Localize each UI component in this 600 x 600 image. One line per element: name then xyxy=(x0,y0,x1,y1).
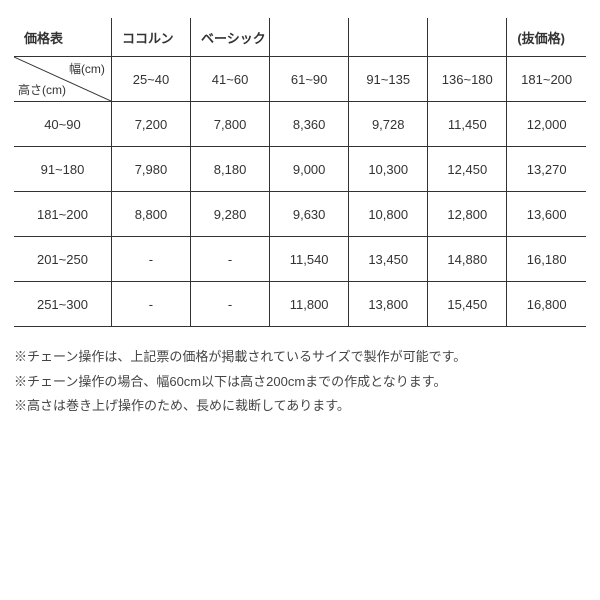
width-row: 幅(cm) 高さ(cm) 25~40 41~60 61~90 91~135 13… xyxy=(14,57,586,102)
price-cell: 11,540 xyxy=(270,237,349,282)
axis-diagonal-cell: 幅(cm) 高さ(cm) xyxy=(14,57,111,102)
width-col-3: 91~135 xyxy=(349,57,428,102)
note-line: ※チェーン操作の場合、幅60cm以下は高さ200cmまでの作成となります。 xyxy=(14,370,586,395)
width-col-1: 41~60 xyxy=(191,57,270,102)
price-cell: 13,450 xyxy=(349,237,428,282)
price-cell: 9,728 xyxy=(349,102,428,147)
price-cell: 10,300 xyxy=(349,147,428,192)
width-col-2: 61~90 xyxy=(270,57,349,102)
price-cell: - xyxy=(191,282,270,327)
price-cell: 7,200 xyxy=(111,102,190,147)
note-line: ※高さは巻き上げ操作のため、長めに裁断してあります。 xyxy=(14,394,586,419)
header-blank xyxy=(349,18,428,57)
price-cell: 12,450 xyxy=(428,147,507,192)
price-cell: - xyxy=(111,237,190,282)
header-blank xyxy=(428,18,507,57)
price-note: (抜価格) xyxy=(507,18,586,57)
price-cell: 8,800 xyxy=(111,192,190,237)
price-cell: 16,800 xyxy=(507,282,586,327)
brand-label: ココルン xyxy=(111,18,190,57)
price-cell: 11,800 xyxy=(270,282,349,327)
price-cell: 13,270 xyxy=(507,147,586,192)
price-cell: 14,880 xyxy=(428,237,507,282)
price-table: 価格表 ココルン ベーシック (抜価格) 幅(cm) 高さ(cm) 25~40 … xyxy=(14,18,586,327)
table-row: 91~180 7,980 8,180 9,000 10,300 12,450 1… xyxy=(14,147,586,192)
width-col-0: 25~40 xyxy=(111,57,190,102)
price-cell: 10,800 xyxy=(349,192,428,237)
price-cell: 15,450 xyxy=(428,282,507,327)
price-cell: 8,180 xyxy=(191,147,270,192)
table-row: 251~300 - - 11,800 13,800 15,450 16,800 xyxy=(14,282,586,327)
height-label: 40~90 xyxy=(14,102,111,147)
price-cell: 12,800 xyxy=(428,192,507,237)
height-label: 181~200 xyxy=(14,192,111,237)
header-blank xyxy=(270,18,349,57)
price-cell: 9,280 xyxy=(191,192,270,237)
table-row: 40~90 7,200 7,800 8,360 9,728 11,450 12,… xyxy=(14,102,586,147)
price-cell: 13,600 xyxy=(507,192,586,237)
height-label: 251~300 xyxy=(14,282,111,327)
price-cell: 11,450 xyxy=(428,102,507,147)
price-cell: - xyxy=(191,237,270,282)
price-cell: 7,980 xyxy=(111,147,190,192)
header-row: 価格表 ココルン ベーシック (抜価格) xyxy=(14,18,586,57)
notes-section: ※チェーン操作は、上記票の価格が掲載されているサイズで製作が可能です。 ※チェー… xyxy=(14,345,586,419)
width-col-4: 136~180 xyxy=(428,57,507,102)
height-axis-label: 高さ(cm) xyxy=(18,81,66,98)
price-cell: 16,180 xyxy=(507,237,586,282)
price-cell: - xyxy=(111,282,190,327)
variant-label: ベーシック xyxy=(191,18,270,57)
width-col-5: 181~200 xyxy=(507,57,586,102)
width-axis-label: 幅(cm) xyxy=(69,60,105,77)
price-cell: 12,000 xyxy=(507,102,586,147)
price-cell: 9,000 xyxy=(270,147,349,192)
height-label: 91~180 xyxy=(14,147,111,192)
note-line: ※チェーン操作は、上記票の価格が掲載されているサイズで製作が可能です。 xyxy=(14,345,586,370)
height-label: 201~250 xyxy=(14,237,111,282)
price-cell: 8,360 xyxy=(270,102,349,147)
table-row: 201~250 - - 11,540 13,450 14,880 16,180 xyxy=(14,237,586,282)
price-cell: 9,630 xyxy=(270,192,349,237)
price-cell: 7,800 xyxy=(191,102,270,147)
price-cell: 13,800 xyxy=(349,282,428,327)
table-title: 価格表 xyxy=(14,18,111,57)
table-row: 181~200 8,800 9,280 9,630 10,800 12,800 … xyxy=(14,192,586,237)
